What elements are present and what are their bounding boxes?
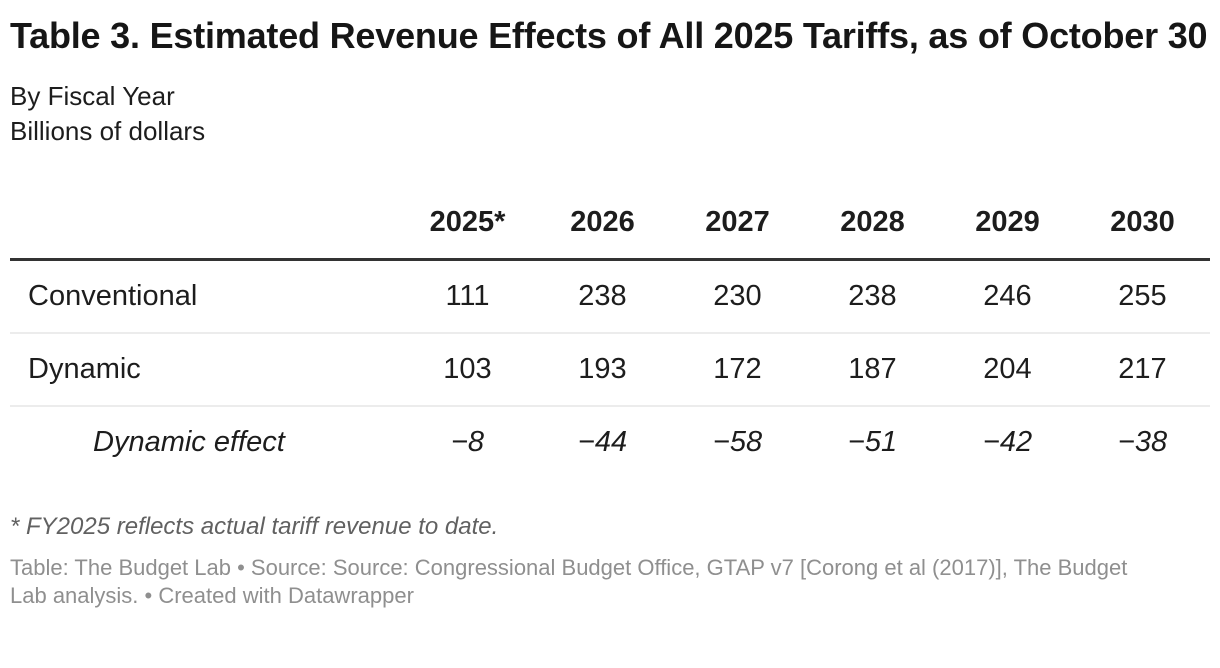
table-header-row: 2025* 2026 2027 2028 2029 2030 [10, 187, 1210, 261]
table-card: Table 3. Estimated Revenue Effects of Al… [10, 15, 1210, 608]
value-cell: 255 [1075, 259, 1210, 334]
year-header-2028: 2028 [805, 187, 940, 261]
value-cell: 103 [400, 333, 535, 407]
revenue-effects-table: 2025* 2026 2027 2028 2029 2030 Conventio… [10, 187, 1210, 478]
value-cell: 187 [805, 333, 940, 407]
year-header-2026: 2026 [535, 187, 670, 261]
table-row-dynamic-effect: Dynamic effect −8 −44 −58 −51 −42 −38 [10, 406, 1210, 478]
value-cell: −42 [982, 426, 1033, 458]
table-row-dynamic: Dynamic 103 193 172 187 204 217 [10, 333, 1210, 407]
value-cell: 204 [940, 333, 1075, 407]
year-header-2029: 2029 [940, 187, 1075, 261]
value-cell: 217 [1075, 333, 1210, 407]
row-label-conventional: Conventional [10, 259, 400, 334]
value-cell: −8 [450, 426, 485, 458]
value-cell: 193 [535, 333, 670, 407]
year-header-2027: 2027 [670, 187, 805, 261]
value-cell: 238 [535, 259, 670, 334]
table-row-conventional: Conventional 111 238 230 238 246 255 [10, 259, 1210, 334]
value-cell: 230 [670, 259, 805, 334]
value-cell: 172 [670, 333, 805, 407]
corner-header-cell [10, 187, 400, 261]
source-byline: Table: The Budget Lab • Source: Source: … [10, 555, 1128, 608]
subtitle-line-by-fiscal-year: By Fiscal Year [10, 81, 175, 111]
year-header-2025: 2025* [400, 187, 535, 261]
value-cell: 238 [805, 259, 940, 334]
value-cell: −44 [577, 426, 628, 458]
chart-title: Table 3. Estimated Revenue Effects of Al… [10, 15, 1208, 56]
table-footnote: * FY2025 reflects actual tariff revenue … [10, 513, 499, 540]
chart-subtitle: By Fiscal Year Billions of dollars [10, 79, 1210, 149]
row-label-dynamic: Dynamic [10, 333, 400, 407]
year-header-2030: 2030 [1075, 187, 1210, 261]
value-cell: −38 [1117, 426, 1168, 458]
value-cell: −51 [847, 426, 898, 458]
value-cell: 246 [940, 259, 1075, 334]
value-cell: 111 [400, 259, 535, 334]
value-cell: −58 [712, 426, 763, 458]
subtitle-line-billions-of-dollars: Billions of dollars [10, 116, 206, 146]
row-label-dynamic-effect: Dynamic effect [93, 426, 285, 458]
